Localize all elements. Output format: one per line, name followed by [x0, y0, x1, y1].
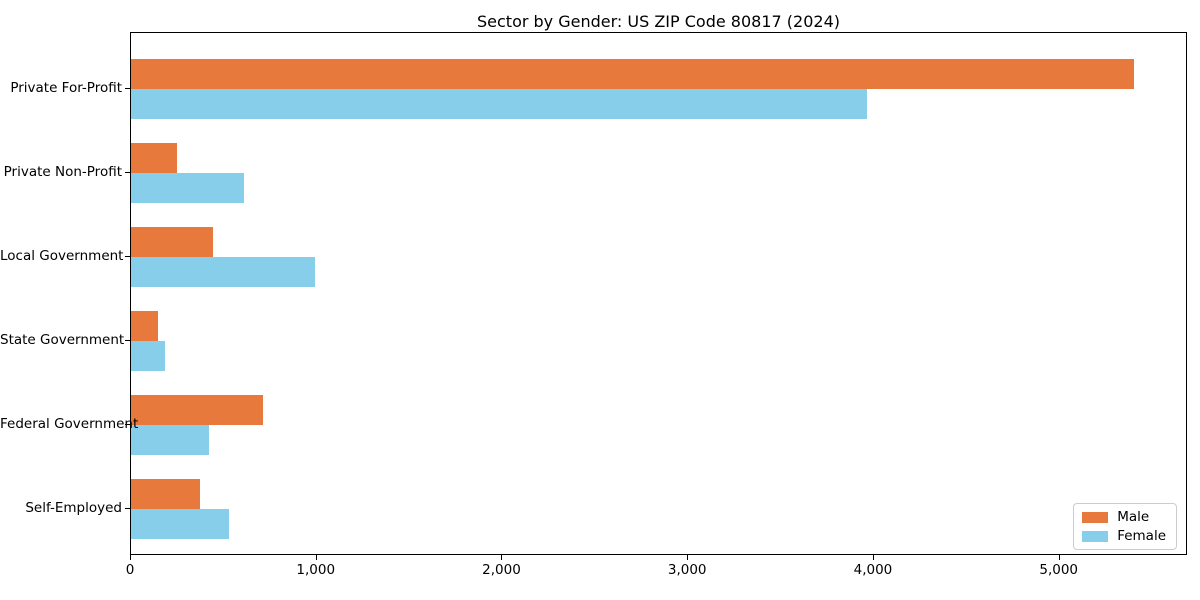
legend-item-female: Female: [1082, 529, 1166, 543]
ytick-mark-5: [125, 508, 130, 509]
ytick-label-3: State Government: [0, 332, 125, 348]
ytick-label-1: Private Non-Profit: [3, 164, 122, 180]
xtick-mark-3: [687, 555, 689, 560]
xtick-label-4: 4,000: [853, 562, 893, 578]
ytick-mark-0: [125, 88, 130, 89]
legend: Male Female: [1073, 503, 1177, 550]
xtick-mark-0: [130, 555, 131, 560]
bar-male-5: [131, 479, 200, 509]
ytick-mark-4: [125, 424, 130, 425]
bar-male-3: [131, 311, 158, 341]
ytick-label-5: Self-Employed: [25, 500, 122, 516]
bar-female-0: [131, 89, 867, 119]
legend-male-label: Male: [1117, 509, 1150, 525]
xtick-label-2: 2,000: [482, 562, 521, 578]
xtick-mark-2: [501, 555, 503, 560]
bar-female-4: [131, 425, 209, 455]
legend-male-swatch: [1082, 511, 1109, 523]
ytick-mark-3: [125, 340, 130, 341]
ytick-label-4: Federal Government: [0, 416, 139, 432]
bar-female-1: [131, 173, 244, 203]
xtick-mark-5: [1058, 555, 1060, 560]
ytick-label-0: Private For-Profit: [10, 80, 122, 96]
xtick-label-5: 5,000: [1039, 562, 1079, 578]
legend-female-label: Female: [1117, 528, 1166, 544]
xtick-label-0: 0: [125, 562, 135, 578]
ytick-mark-1: [125, 172, 130, 173]
bar-female-3: [131, 341, 165, 371]
chart-title: Sector by Gender: US ZIP Code 80817 (202…: [477, 12, 840, 31]
bar-male-4: [131, 395, 263, 425]
plot-area: [130, 32, 1187, 555]
legend-female-swatch: [1082, 530, 1109, 542]
ytick-mark-2: [125, 256, 130, 257]
xtick-mark-4: [872, 555, 874, 560]
bar-male-2: [131, 227, 213, 257]
xtick-label-1: 1,000: [296, 562, 336, 578]
ytick-label-2: Local Government: [0, 248, 124, 264]
bar-female-5: [131, 509, 229, 539]
legend-item-male: Male: [1082, 510, 1166, 524]
bar-male-0: [131, 59, 1134, 89]
bar-male-1: [131, 143, 177, 173]
xtick-label-3: 3,000: [667, 562, 707, 578]
bar-female-2: [131, 257, 315, 287]
xtick-mark-1: [315, 555, 317, 560]
